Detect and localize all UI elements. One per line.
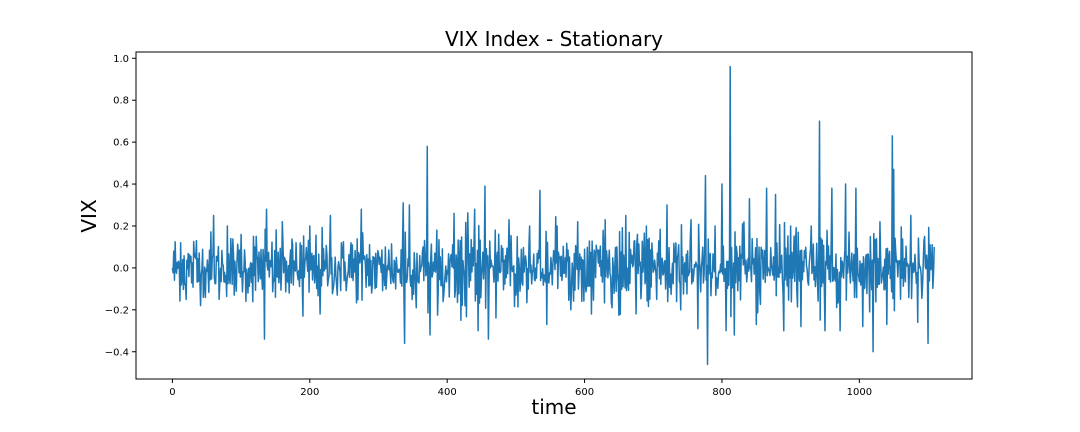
y-axis-label: VIX	[77, 199, 101, 233]
plot-frame	[135, 51, 973, 380]
y-tick-label: 0.8	[113, 96, 129, 107]
series-line	[171, 65, 935, 366]
x-tick-label: 200	[300, 387, 319, 398]
x-tick-label: 0	[169, 387, 175, 398]
x-axis: 0 200 400 600 800 1000	[169, 379, 872, 398]
y-tick-label: −0.4	[105, 347, 129, 358]
y-tick-label: 0.0	[113, 263, 129, 274]
y-tick-label: 0.4	[113, 180, 129, 191]
y-tick-label: 0.2	[113, 221, 129, 232]
x-axis-label: time	[531, 395, 576, 419]
x-tick-label: 400	[438, 387, 457, 398]
x-tick-label: 800	[712, 387, 731, 398]
chart-title: VIX Index - Stationary	[445, 27, 663, 51]
y-tick-label: 1.0	[113, 54, 129, 65]
plot-area	[135, 51, 973, 380]
y-axis: −0.4 −0.2 0.0 0.2 0.4 0.6 0.8 1.0	[105, 54, 136, 358]
x-tick-label: 600	[575, 387, 594, 398]
x-tick-label: 1000	[847, 387, 872, 398]
y-tick-label: −0.2	[105, 305, 129, 316]
y-tick-label: 0.6	[113, 138, 129, 149]
